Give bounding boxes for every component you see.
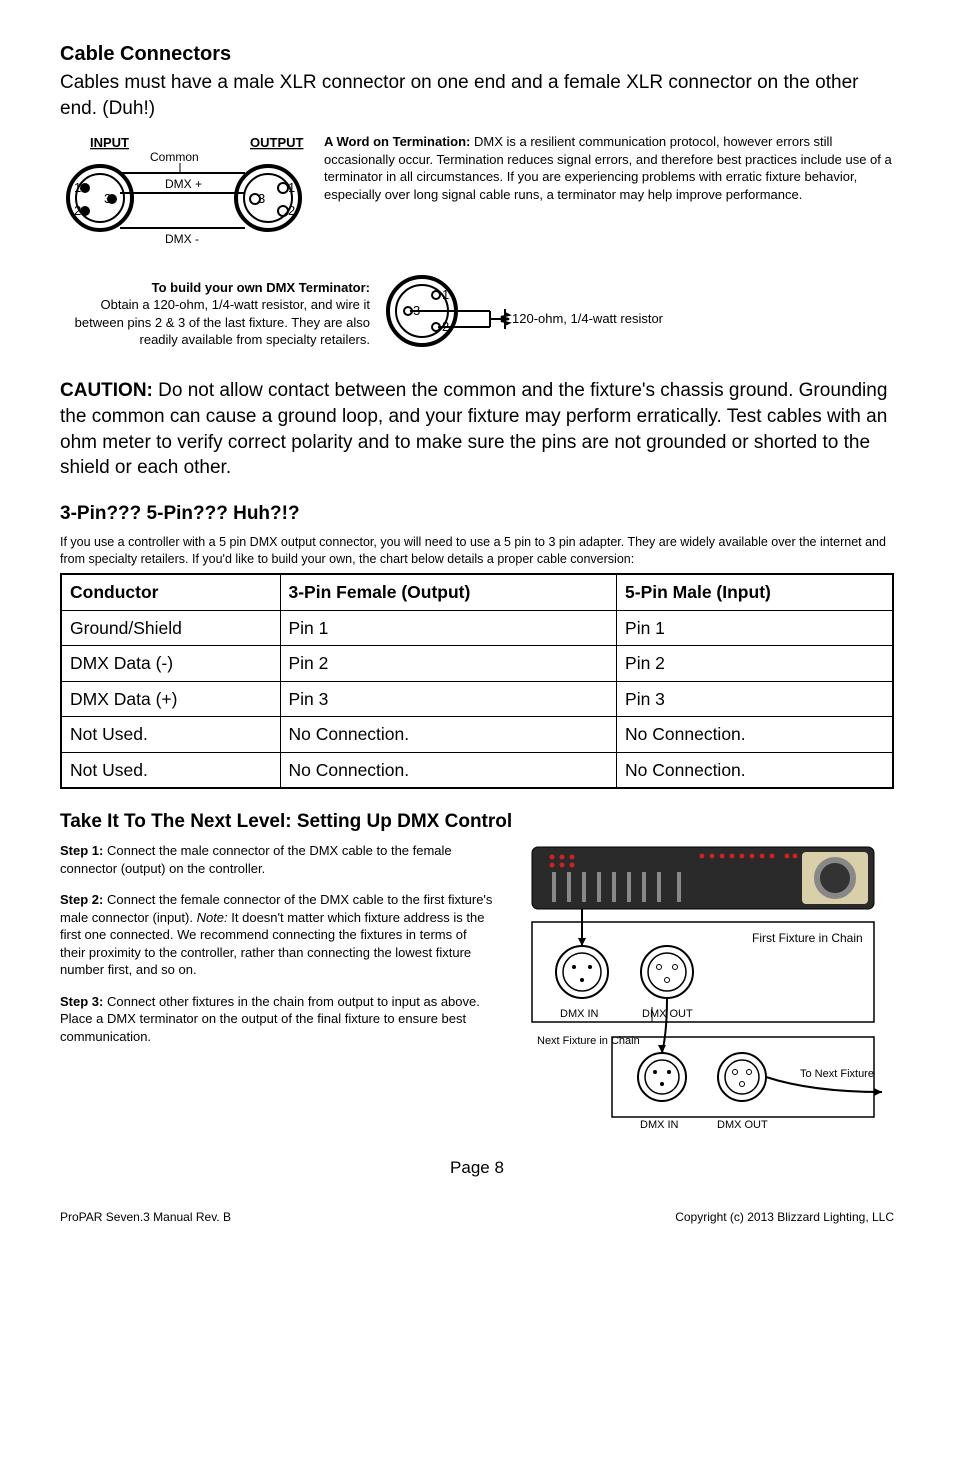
section-cable-connectors-title: Cable Connectors (60, 40, 894, 68)
termination-heading: A Word on Termination: (324, 134, 470, 149)
build-terminator-text: To build your own DMX Terminator: Obtain… (60, 279, 370, 349)
svg-text:1: 1 (74, 180, 81, 195)
termination-paragraph: A Word on Termination: DMX is a resilien… (324, 133, 894, 203)
dmx-chain-diagram: First Fixture in Chain DMX IN DMX OUT Ne… (512, 842, 894, 1138)
caution-body: Do not allow contact between the common … (60, 380, 887, 478)
step-1: Step 1: Connect the male connector of th… (60, 842, 494, 877)
input-label: INPUT (90, 135, 129, 150)
xlr-female-connector-icon: 1 2 3 (236, 166, 300, 230)
caution-paragraph: CAUTION: Do not allow contact between th… (60, 378, 894, 481)
svg-text:DMX IN: DMX IN (560, 1008, 599, 1020)
build-heading: To build your own DMX Terminator: (152, 280, 370, 295)
svg-text:1: 1 (442, 287, 449, 302)
svg-text:First Fixture in Chain: First Fixture in Chain (752, 931, 863, 945)
page-number: Page 8 (60, 1156, 894, 1180)
table-header-3pin: 3-Pin Female (Output) (280, 574, 617, 610)
svg-text:DMX IN: DMX IN (640, 1119, 679, 1131)
table-row: Ground/ShieldPin 1Pin 1 (61, 610, 893, 646)
svg-text:3: 3 (258, 191, 265, 206)
pin-section-title: 3-Pin??? 5-Pin??? Huh?!? (60, 501, 894, 528)
next-level-title: Take It To The Next Level: Setting Up DM… (60, 809, 894, 836)
svg-text:2: 2 (74, 203, 81, 218)
table-header-conductor: Conductor (61, 574, 280, 610)
dmx-minus-label: DMX - (165, 232, 199, 246)
resistor-label: 120-ohm, 1/4-watt resistor (512, 311, 664, 326)
table-row: DMX Data (+)Pin 3Pin 3 (61, 681, 893, 717)
svg-text:DMX OUT: DMX OUT (717, 1119, 768, 1131)
svg-text:Next Fixture in Chain: Next Fixture in Chain (537, 1035, 640, 1047)
output-label: OUTPUT (250, 135, 304, 150)
xlr-male-connector-icon: 1 2 3 (68, 166, 132, 230)
table-header-5pin: 5-Pin Male (Input) (617, 574, 893, 610)
table-row: Not Used.No Connection.No Connection. (61, 752, 893, 788)
table-header-row: Conductor 3-Pin Female (Output) 5-Pin Ma… (61, 574, 893, 610)
caution-heading: CAUTION: (60, 380, 153, 401)
step-2: Step 2: Connect the female connector of … (60, 891, 494, 979)
dmx-plus-label: DMX + (165, 177, 202, 191)
pin-section-note: If you use a controller with a 5 pin DMX… (60, 534, 894, 568)
footer-left: ProPAR Seven.3 Manual Rev. B (60, 1209, 231, 1226)
common-label: Common (150, 150, 199, 164)
xlr-pinout-diagram: INPUT OUTPUT Common DMX + DMX - 1 2 3 1 (60, 133, 310, 259)
svg-text:To Next Fixture: To Next Fixture (800, 1068, 874, 1080)
pin-conversion-table: Conductor 3-Pin Female (Output) 5-Pin Ma… (60, 573, 894, 789)
dmx-controller-icon (532, 847, 874, 909)
table-row: Not Used.No Connection.No Connection. (61, 717, 893, 753)
terminator-diagram: 1 2 3 120-ohm, 1/4-watt resistor (380, 271, 680, 357)
footer-right: Copyright (c) 2013 Blizzard Lighting, LL… (675, 1209, 894, 1226)
svg-text:1: 1 (288, 180, 295, 195)
build-body: Obtain a 120-ohm, 1/4-watt resistor, and… (75, 297, 370, 347)
step-3: Step 3: Connect other fixtures in the ch… (60, 993, 494, 1046)
cable-intro-text: Cables must have a male XLR connector on… (60, 70, 894, 121)
svg-text:2: 2 (288, 203, 295, 218)
svg-text:3: 3 (104, 191, 111, 206)
table-row: DMX Data (-)Pin 2Pin 2 (61, 646, 893, 682)
